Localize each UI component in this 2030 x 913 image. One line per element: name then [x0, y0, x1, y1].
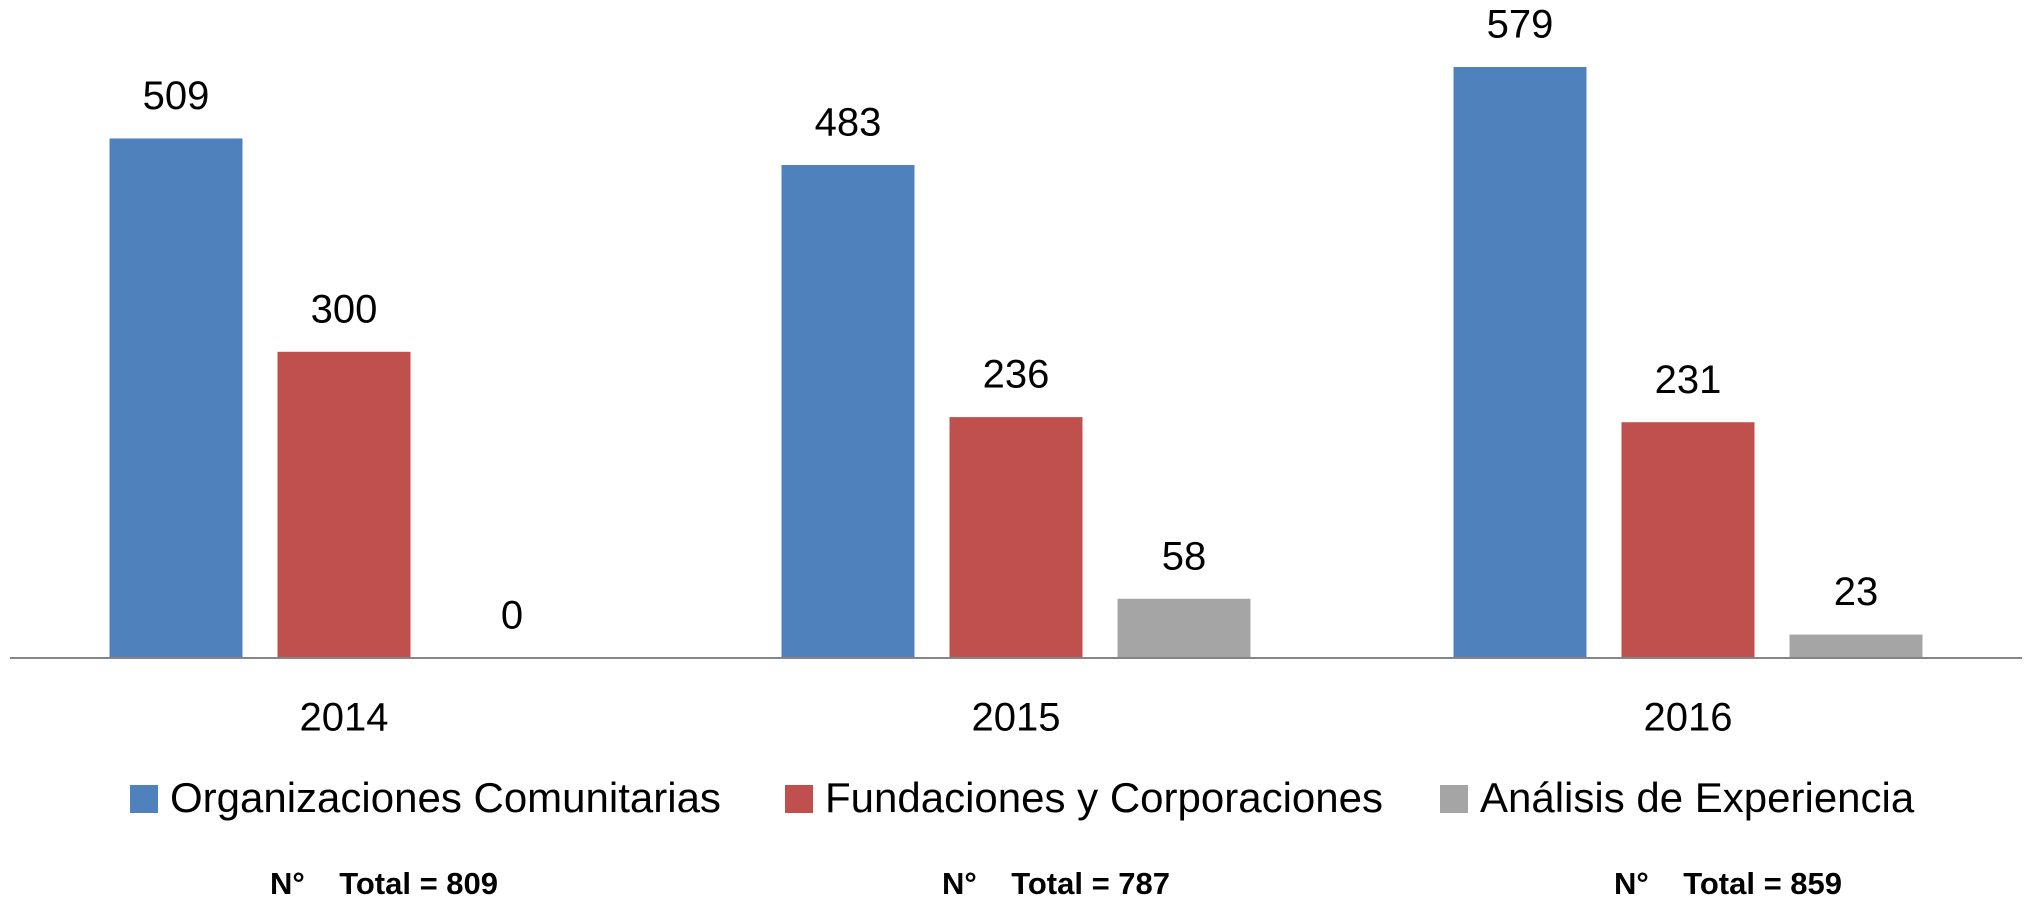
data-label: 579 — [1487, 3, 1554, 47]
bar — [1789, 634, 1923, 658]
bar — [1453, 67, 1587, 658]
legend-swatch — [785, 785, 813, 813]
data-label: 300 — [311, 287, 378, 331]
data-label: 58 — [1162, 534, 1207, 578]
bar — [109, 138, 243, 658]
x-tick-label: 2014 — [300, 696, 389, 740]
data-label: 23 — [1834, 570, 1879, 614]
bar — [949, 417, 1083, 658]
legend-label: Fundaciones y Corporaciones — [825, 774, 1383, 821]
data-label: 509 — [143, 74, 210, 118]
bar — [277, 351, 411, 658]
data-label: 236 — [983, 353, 1050, 397]
annotation: N° Total = 787 — [942, 866, 1170, 901]
data-label: 0 — [501, 594, 523, 638]
legend-swatch — [130, 785, 158, 813]
bar — [1117, 598, 1251, 658]
legend-label: Análisis de Experiencia — [1480, 774, 1915, 821]
bar — [1621, 422, 1755, 658]
legend-swatch — [1440, 785, 1468, 813]
x-tick-label: 2016 — [1644, 696, 1733, 740]
data-label: 231 — [1655, 358, 1722, 402]
annotation: N° Total = 859 — [1614, 866, 1842, 901]
data-label: 483 — [815, 101, 882, 145]
legend-label: Organizaciones Comunitarias — [170, 774, 721, 821]
bar — [781, 164, 915, 659]
x-tick-label: 2015 — [972, 696, 1061, 740]
annotation: N° Total = 809 — [270, 866, 498, 901]
